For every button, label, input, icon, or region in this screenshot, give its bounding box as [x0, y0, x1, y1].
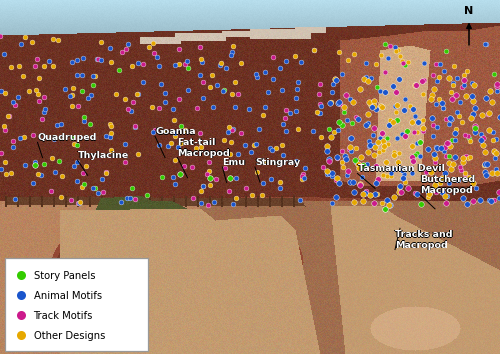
Text: Thylacine: Thylacine	[78, 151, 129, 160]
Text: Tracks and
Macropod: Tracks and Macropod	[395, 230, 452, 249]
Text: Butchered
Macropod: Butchered Macropod	[420, 175, 475, 195]
Text: Goanna: Goanna	[156, 127, 196, 136]
FancyBboxPatch shape	[4, 258, 148, 351]
Text: Thylacine: Thylacine	[77, 151, 128, 160]
Text: Butchered
Macropod: Butchered Macropod	[420, 176, 475, 195]
Text: Tasmanian Devil: Tasmanian Devil	[358, 165, 444, 174]
Text: Other Designs: Other Designs	[34, 331, 105, 342]
Text: Stingray: Stingray	[255, 158, 300, 167]
Text: Stingray: Stingray	[256, 158, 301, 167]
Text: Story Panels: Story Panels	[34, 271, 95, 281]
Text: Goanna: Goanna	[155, 128, 196, 137]
Text: Emu: Emu	[222, 158, 246, 167]
Text: Emu: Emu	[222, 159, 246, 167]
Text: Butchered
Macropod: Butchered Macropod	[420, 175, 475, 194]
Text: Tracks and
Macropod: Tracks and Macropod	[394, 230, 452, 250]
Text: N: N	[464, 6, 473, 16]
Text: Tracks and
Macropod: Tracks and Macropod	[396, 230, 453, 250]
Text: Fat-tail
Macropod: Fat-tail Macropod	[178, 138, 230, 158]
Text: Butchered
Macropod: Butchered Macropod	[420, 175, 474, 195]
Text: Goanna: Goanna	[154, 127, 195, 136]
Text: Emu: Emu	[222, 158, 246, 167]
Text: Quadruped: Quadruped	[38, 134, 97, 143]
Text: Thylacine: Thylacine	[78, 152, 129, 160]
Text: Fat-tail
Macropod: Fat-tail Macropod	[178, 138, 231, 158]
Text: Stingray: Stingray	[255, 158, 300, 167]
Text: Quadruped: Quadruped	[38, 133, 97, 142]
Text: Tasmanian Devil: Tasmanian Devil	[358, 164, 444, 173]
Text: Butchered
Macropod: Butchered Macropod	[420, 175, 476, 195]
Text: Quadruped: Quadruped	[38, 133, 97, 142]
Text: Tasmanian Devil: Tasmanian Devil	[358, 165, 445, 173]
Text: Quadruped: Quadruped	[37, 133, 96, 142]
Text: Tracks and
Macropod: Tracks and Macropod	[395, 230, 452, 250]
Text: Fat-tail
Macropod: Fat-tail Macropod	[177, 138, 230, 158]
Text: Tasmanian Devil: Tasmanian Devil	[358, 165, 444, 173]
Text: Tracks and
Macropod: Tracks and Macropod	[395, 230, 452, 250]
Text: Stingray: Stingray	[254, 158, 300, 167]
Text: Emu: Emu	[223, 158, 246, 167]
Text: Quadruped: Quadruped	[38, 133, 98, 142]
Text: Goanna: Goanna	[155, 127, 196, 136]
Text: Fat-tail
Macropod: Fat-tail Macropod	[178, 138, 230, 157]
Text: Goanna: Goanna	[155, 127, 196, 136]
Text: Stingray: Stingray	[255, 159, 300, 167]
Text: Emu: Emu	[222, 158, 245, 167]
Text: Animal Motifs: Animal Motifs	[34, 291, 102, 301]
Text: Fat-tail
Macropod: Fat-tail Macropod	[178, 138, 230, 158]
Text: Thylacine: Thylacine	[78, 151, 129, 160]
Text: Thylacine: Thylacine	[78, 151, 129, 160]
Text: Tasmanian Devil: Tasmanian Devil	[357, 165, 444, 173]
Text: Track Motifs: Track Motifs	[34, 312, 93, 321]
